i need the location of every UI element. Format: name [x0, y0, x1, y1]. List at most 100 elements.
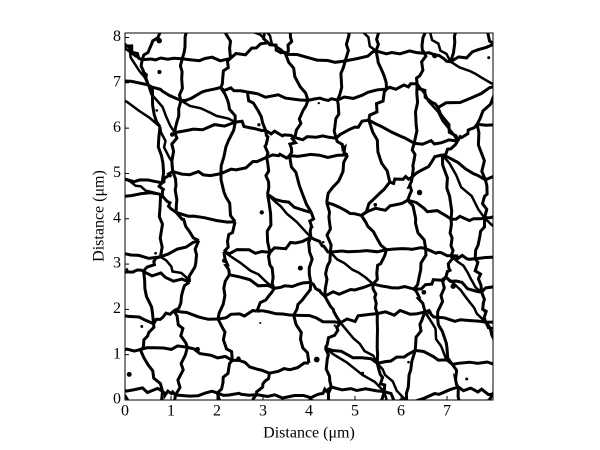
grain-boundary [216, 318, 234, 361]
grain-boundary [452, 360, 493, 366]
grain-boundary [256, 393, 312, 400]
grain-boundary [172, 169, 222, 178]
grain-boundary [376, 349, 416, 365]
grain-boundary [235, 119, 266, 133]
speck [373, 13, 377, 17]
grain-boundary [125, 386, 164, 395]
speck [465, 377, 469, 381]
grain-boundary [140, 33, 162, 61]
grain-boundary [172, 309, 189, 348]
grain-boundary [424, 51, 451, 64]
grain-boundary [180, 99, 236, 124]
grain-boundary [411, 153, 443, 178]
grain-boundary [273, 280, 311, 290]
grain-boundary [219, 121, 237, 174]
grain-boundary [157, 194, 165, 258]
y-tick-label: 5 [113, 164, 121, 181]
grain-boundary [287, 136, 299, 157]
grain-boundary [255, 372, 271, 395]
grain-boundary [142, 271, 156, 324]
grain-boundary [125, 392, 129, 400]
grain-boundary [368, 118, 415, 145]
grain-boundary [456, 386, 461, 400]
speck [173, 420, 176, 423]
speck [530, 83, 533, 86]
grain-boundary [264, 129, 296, 139]
grain-boundary [229, 273, 275, 290]
grain-boundary [332, 99, 341, 139]
speck [140, 325, 144, 328]
grain-boundary [339, 312, 378, 325]
grain-boundary [385, 82, 418, 91]
grain-boundary [125, 79, 149, 87]
speck [126, 371, 132, 377]
speck [432, 52, 438, 59]
grain-boundary [407, 198, 452, 221]
speck [521, 410, 525, 414]
grain-boundary [216, 391, 257, 397]
speck [186, 19, 189, 22]
y-tick-label: 6 [113, 119, 121, 136]
grain-boundary [412, 248, 428, 291]
grain-boundary [450, 254, 483, 294]
grain-boundary [414, 52, 428, 84]
grain-boundary [323, 347, 333, 388]
grain-boundary [500, 79, 533, 85]
speck [125, 268, 129, 271]
grain-boundary [524, 80, 532, 130]
speck [259, 210, 264, 215]
grain-boundary [463, 9, 480, 16]
grain-boundary [425, 247, 452, 258]
grain-boundary [175, 389, 218, 398]
grain-boundary [173, 309, 219, 321]
grain-boundary [245, 91, 267, 131]
grain-boundary [324, 346, 379, 365]
grain-boundary [484, 321, 493, 330]
speck [313, 356, 320, 363]
grain-boundary [222, 221, 237, 253]
speck [538, 198, 542, 202]
grain-boundary [533, 168, 537, 205]
x-tick-label: 7 [443, 403, 451, 420]
grain-boundary [262, 33, 270, 44]
speck [421, 289, 427, 295]
grain-boundary [251, 17, 293, 27]
grain-boundary [494, 44, 512, 49]
grain-boundary [413, 385, 459, 400]
grain-boundary [480, 284, 493, 294]
grain-boundary [122, 427, 149, 441]
speck [483, 309, 487, 313]
grain-boundary [217, 309, 257, 321]
grain-boundary [102, 308, 107, 350]
grain-boundary [339, 321, 379, 364]
grain-boundary [404, 349, 417, 400]
grain-boundary [142, 255, 161, 273]
speck [526, 268, 531, 273]
grain-boundary [266, 41, 288, 56]
speck [259, 321, 262, 325]
grain-boundary [289, 152, 348, 160]
speck [393, 406, 396, 409]
speck [416, 189, 423, 196]
grain-boundary [159, 193, 178, 214]
grain-boundary [222, 251, 231, 275]
grain-boundary [492, 44, 493, 45]
speck [297, 265, 303, 271]
grain-boundary [266, 193, 312, 239]
grain-boundary [98, 26, 161, 31]
speck [447, 20, 449, 22]
grain-boundary [223, 248, 271, 256]
grain-boundary [483, 217, 493, 228]
grain-boundary [334, 137, 349, 157]
grain-boundary [323, 252, 332, 297]
grain-boundary [256, 309, 294, 317]
y-tick-label: 1 [113, 345, 121, 362]
grain-boundary [349, 9, 382, 14]
grain-boundary [335, 118, 369, 140]
grain-boundary [524, 205, 536, 255]
grain-boundary [412, 83, 420, 144]
grain-boundary [125, 46, 143, 61]
grain-boundary [473, 257, 484, 293]
grain-boundary [519, 275, 528, 327]
